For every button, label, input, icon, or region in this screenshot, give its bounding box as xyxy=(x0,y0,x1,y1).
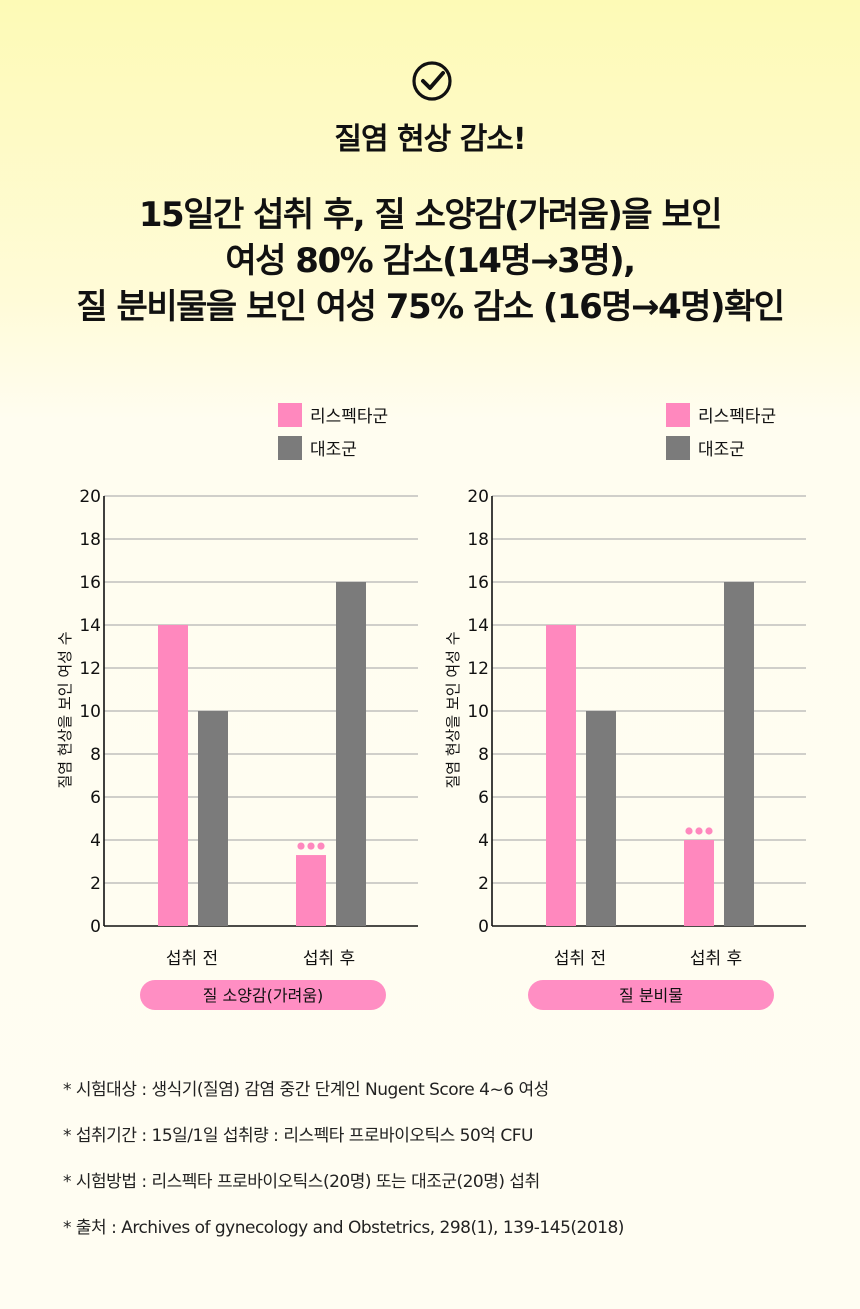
footnote-subject: * 시험대상 : 생식기(질염) 감염 중간 단계인 Nugent Score … xyxy=(63,1080,549,1100)
legend-label: 대조군 xyxy=(698,440,745,460)
ellipsis-dot xyxy=(297,842,305,850)
legend-label: 리스펙타군 xyxy=(698,407,776,427)
y-tick-label: 6 xyxy=(90,788,101,808)
y-tick-label: 0 xyxy=(90,917,101,937)
ellipsis-dot xyxy=(685,827,693,835)
legend-swatch xyxy=(666,403,690,427)
check-circle-icon xyxy=(412,61,452,101)
bar-test-group xyxy=(546,625,576,926)
bar-control-group xyxy=(724,582,754,926)
x-tick-label: 섭취 전 xyxy=(166,949,218,969)
bar-control-group xyxy=(586,711,616,926)
y-tick-label: 0 xyxy=(478,917,489,937)
y-tick-label: 18 xyxy=(467,530,489,550)
y-tick-label: 8 xyxy=(90,745,101,765)
ellipsis-dot xyxy=(307,842,315,850)
x-tick-label: 섭취 후 xyxy=(303,949,355,969)
bar-control-group xyxy=(336,582,366,926)
category-pill-label: 질 소양감(가려움) xyxy=(203,986,324,1005)
bar-test-group xyxy=(296,855,326,926)
ellipsis-dot xyxy=(317,842,325,850)
headline-line-2: 여성 80% 감소(14명→3명), xyxy=(225,241,636,281)
footnote-source: * 출처 : Archives of gynecology and Obstet… xyxy=(63,1218,624,1238)
y-tick-label: 20 xyxy=(467,487,489,507)
bar-control-group xyxy=(198,711,228,926)
y-tick-label: 2 xyxy=(478,874,489,894)
y-tick-label: 14 xyxy=(79,616,101,636)
headline-line-1: 15일간 섭취 후, 질 소양감(가려움)을 보인 xyxy=(138,195,723,235)
y-tick-label: 8 xyxy=(478,745,489,765)
y-tick-label: 14 xyxy=(467,616,489,636)
y-axis-label: 질염 현상을 보인 여성 수 xyxy=(56,631,74,788)
page-subtitle: 질염 현상 감소! xyxy=(334,122,526,157)
bar-test-group xyxy=(684,840,714,926)
legend-swatch xyxy=(666,436,690,460)
y-tick-label: 4 xyxy=(478,831,489,851)
ellipsis-dot xyxy=(695,827,703,835)
y-tick-label: 4 xyxy=(90,831,101,851)
ellipsis-dot xyxy=(705,827,713,835)
legend-label: 리스펙타군 xyxy=(310,407,388,427)
y-axis-label: 질염 현상을 보인 여성 수 xyxy=(444,631,462,788)
y-tick-label: 20 xyxy=(79,487,101,507)
y-tick-label: 12 xyxy=(467,659,489,679)
category-pill-label: 질 분비물 xyxy=(619,986,683,1005)
category-pill xyxy=(140,980,386,1010)
y-tick-label: 16 xyxy=(79,573,101,593)
legend-swatch xyxy=(278,403,302,427)
x-tick-label: 섭취 후 xyxy=(690,949,742,969)
category-pill xyxy=(528,980,774,1010)
headline: 15일간 섭취 후, 질 소양감(가려움)을 보인 여성 80% 감소(14명→… xyxy=(0,192,860,330)
legend-swatch xyxy=(278,436,302,460)
y-tick-label: 6 xyxy=(478,788,489,808)
headline-line-3: 질 분비물을 보인 여성 75% 감소 (16명→4명)확인 xyxy=(76,287,785,327)
footnotes: * 시험대상 : 생식기(질염) 감염 중간 단계인 Nugent Score … xyxy=(63,1078,624,1262)
bar-test-group xyxy=(158,625,188,926)
footnote-method: * 시험방법 : 리스펙타 프로바이오틱스(20명) 또는 대조군(20명) 섭… xyxy=(63,1172,540,1192)
legend-label: 대조군 xyxy=(310,440,357,460)
y-tick-label: 10 xyxy=(79,702,101,722)
y-tick-label: 2 xyxy=(90,874,101,894)
x-tick-label: 섭취 전 xyxy=(554,949,606,969)
y-tick-label: 18 xyxy=(79,530,101,550)
y-tick-label: 10 xyxy=(467,702,489,722)
footnote-period: * 섭취기간 : 15일/1일 섭취량 : 리스펙타 프로바이오틱스 50억 C… xyxy=(63,1126,533,1146)
y-tick-label: 12 xyxy=(79,659,101,679)
y-tick-label: 16 xyxy=(467,573,489,593)
